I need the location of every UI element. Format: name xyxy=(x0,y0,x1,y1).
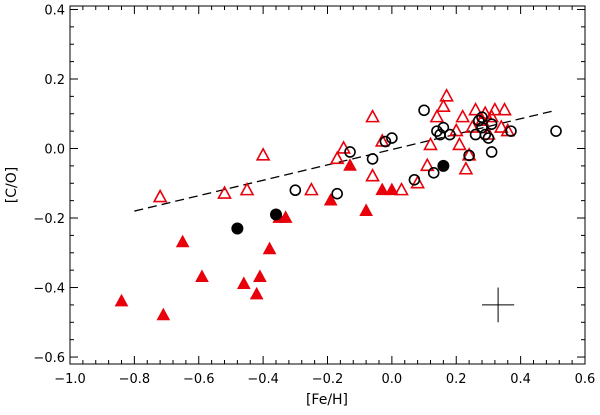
red-open-triangle-0p11_m0p05 xyxy=(419,157,435,172)
red-open-triangle-0p21_0p01 xyxy=(452,136,467,151)
y-tick-label: −0.6 xyxy=(33,351,65,366)
y-tick-label: 0.0 xyxy=(44,143,65,158)
fit-line xyxy=(134,109,557,212)
red-open-triangle-0p26_0p11 xyxy=(468,102,483,116)
red-open-triangle-0p17_0p15 xyxy=(439,88,454,102)
x-tick-label: 0.6 xyxy=(575,372,596,387)
red-filled-triangle-m0p33_m0p20 xyxy=(278,210,293,223)
black-open-circle-m0p06_m0p03 xyxy=(366,153,379,165)
black-open-circle-m0p17_m0p13 xyxy=(331,187,343,200)
black-open-circle-0p24_m0p02 xyxy=(463,149,475,162)
y-axis-label: [C/O] xyxy=(4,167,20,203)
x-axis-label: [Fe/H] xyxy=(306,392,348,408)
black-open-circle-0p00_0p03 xyxy=(386,132,398,144)
red-filled-triangle-0p00_m0p12 xyxy=(385,182,399,196)
plot-frame xyxy=(69,5,586,365)
x-tick-label: −1.0 xyxy=(54,372,86,387)
x-tick-label: −0.2 xyxy=(312,372,344,387)
red-open-triangle-m0p72_m0p14 xyxy=(152,188,168,203)
black-open-circle-0p27_0p08 xyxy=(472,114,485,127)
red-open-triangle-0p35_0p11 xyxy=(497,102,512,116)
red-open-triangle-0p22_0p09 xyxy=(455,108,471,123)
red-open-triangle-0p08_m0p10 xyxy=(410,174,425,189)
black-filled-circle-0p16_m0p05 xyxy=(437,159,450,172)
y-tick-label: 0.2 xyxy=(44,73,65,88)
black-open-circle-0p31_m0p01 xyxy=(485,146,498,158)
red-open-triangle-0p32_0p11 xyxy=(487,102,503,116)
black-open-circle-0p13_m0p07 xyxy=(427,167,440,179)
black-open-circle-0p16_0p06 xyxy=(437,121,450,134)
red-open-triangle-0p31_0p09 xyxy=(484,108,500,123)
x-tick-label: −0.8 xyxy=(119,372,151,387)
fit-line-group xyxy=(134,109,557,212)
red-filled-triangle-m0p03_m0p12 xyxy=(375,182,390,196)
black-open-circle-m0p13_m0p01 xyxy=(344,146,356,158)
red-filled-triangle-m0p08_m0p18 xyxy=(359,203,373,216)
red-open-triangle-0p14_0p09 xyxy=(429,108,445,123)
x-tick-label: 0.2 xyxy=(446,372,467,387)
red-filled-triangle-m0p59_m0p37 xyxy=(195,269,209,283)
data-points xyxy=(114,88,562,321)
x-tick-label: 0.0 xyxy=(382,372,403,387)
red-filled-triangle-m0p84_m0p44 xyxy=(114,293,129,307)
red-open-triangle-0p25_0p06 xyxy=(464,119,480,133)
red-filled-triangle-m0p71_m0p48 xyxy=(156,307,171,321)
red-filled-triangle-m0p42_m0p42 xyxy=(249,286,264,300)
black-open-circle-0p07_m0p09 xyxy=(408,173,421,186)
red-filled-triangle-m0p41_m0p37 xyxy=(253,269,267,283)
red-open-triangle-0p23_m0p06 xyxy=(458,161,474,175)
red-filled-triangle-m0p19_m0p15 xyxy=(323,192,338,206)
red-filled-triangle-m0p46_m0p39 xyxy=(236,276,251,289)
red-open-triangle-m0p25_m0p12 xyxy=(304,181,319,196)
red-open-triangle-m0p17_m0p03 xyxy=(329,150,345,165)
black-filled-circle-m0p48_m0p23 xyxy=(231,222,244,235)
red-open-triangle-0p16_0p12 xyxy=(436,98,451,112)
red-open-triangle-0p12_0p01 xyxy=(423,136,438,151)
black-open-circle-0p18_0p04 xyxy=(444,128,456,141)
red-open-triangle-0p03_m0p12 xyxy=(394,181,409,196)
black-open-circle-0p10_0p11 xyxy=(418,104,430,117)
black-open-circle-0p31_0p07 xyxy=(485,118,498,130)
red-open-triangle-m0p52_m0p13 xyxy=(217,185,232,199)
red-filled-triangle-m0p13_m0p05 xyxy=(343,158,357,171)
red-open-triangle-0p34_0p06 xyxy=(493,119,509,133)
red-open-triangle-m0p06_m0p08 xyxy=(365,168,380,182)
y-tick-label: −0.4 xyxy=(33,282,65,297)
x-tick-label: −0.4 xyxy=(247,372,279,387)
black-open-circle-0p51_0p05 xyxy=(550,125,562,137)
black-open-circle-0p14_0p05 xyxy=(431,125,443,137)
red-open-triangle-m0p45_m0p12 xyxy=(239,181,255,196)
y-tick-label: −0.2 xyxy=(33,212,65,227)
black-open-circle-m0p30_m0p12 xyxy=(289,184,302,197)
red-filled-triangle-m0p65_m0p27 xyxy=(175,234,190,248)
axis-ticks: −1.0 −0.8 −0.6 −0.4 −0.2 0.0 0.2 0.4 0.6 −0.6 −0.4… xyxy=(33,3,595,387)
x-tick-label: 0.4 xyxy=(510,372,531,387)
y-tick-label: 0.4 xyxy=(44,3,65,18)
red-filled-triangle-m0p38_m0p29 xyxy=(262,241,277,255)
black-filled-circle-m0p36_m0p19 xyxy=(270,208,282,221)
x-tick-label: −0.6 xyxy=(183,372,215,387)
error-bar-group xyxy=(482,287,515,323)
black-open-circle-0p28_0p09 xyxy=(476,111,488,124)
red-open-triangle-m0p40_m0p02 xyxy=(255,147,271,161)
red-open-triangle-m0p06_0p09 xyxy=(365,108,380,123)
black-open-circle-0p37_0p05 xyxy=(505,125,517,137)
black-open-circle-0p30_0p03 xyxy=(482,132,495,144)
black-open-circle-0p29_0p04 xyxy=(479,128,492,141)
black-open-circle-m0p02_0p02 xyxy=(379,135,392,148)
